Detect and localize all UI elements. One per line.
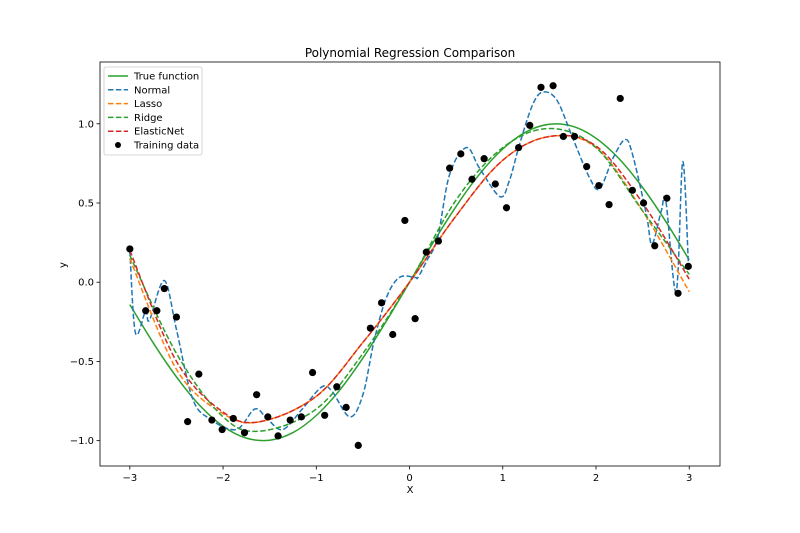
training-data-point [411,315,419,323]
training-data-point [595,181,603,190]
training-data-point [354,441,362,450]
training-data-point [297,413,305,421]
y-tick-label: −0.5 [70,357,94,368]
training-data-point [457,150,465,158]
y-axis: −1.0 −0.5 0.0 0.5 1.0 [70,119,100,447]
training-data-point [628,186,636,194]
legend-swatch-training-data [115,142,121,148]
training-data-point [651,242,659,250]
x-tick-label: 2 [593,473,599,484]
series-line-ridge [129,127,690,433]
x-tick-label: −3 [122,473,137,484]
training-data-point [286,416,294,424]
x-tick-label: 1 [500,473,506,484]
training-data-point [583,162,591,171]
legend-label-elasticnet: ElasticNet [134,127,184,138]
series-line-normal [129,91,690,431]
training-data-point [570,132,579,141]
training-data-point [446,164,454,172]
training-data-point [502,204,511,212]
x-tick-label: −2 [216,473,231,484]
training-data-point [549,82,557,90]
legend-label-training-data: Training data [133,141,199,152]
legend-box [103,66,203,156]
series-line-elasticnet [129,134,690,424]
x-tick-label: 3 [686,473,692,484]
chart-title: Polynomial Regression Comparison [305,46,515,60]
training-data-point [160,284,168,293]
x-axis: −3 −2 −1 0 1 2 3 [122,466,692,484]
x-axis-label: X [407,485,414,496]
y-tick-label: −1.0 [70,436,94,447]
legend-label-normal: Normal [134,85,170,96]
training-data-point [526,121,534,129]
training-data-point [537,83,545,91]
training-data-point [639,199,648,207]
x-tick-label: 0 [406,473,412,484]
y-tick-label: 0.0 [78,278,94,289]
x-tick-label: −1 [309,473,324,484]
training-data-point [366,324,374,332]
training-data-point [153,307,161,315]
training-data-point [274,432,282,440]
training-data-point [401,216,409,225]
training-data-point [616,94,624,103]
series-layer [129,91,690,442]
training-data-point [389,330,397,339]
legend: True function Normal Lasso Ridge ElasticNet T… [103,66,203,156]
plot-frame [99,61,721,467]
training-data-point [468,175,476,183]
training-data-point [377,299,386,307]
training-data-point [126,245,134,253]
training-data-point [321,411,329,419]
training-data-point [229,414,237,423]
y-tick-label: 1.0 [78,119,94,130]
legend-label-ridge: Ridge [134,113,163,124]
y-tick-label: 0.5 [78,199,94,210]
training-data-point [422,248,430,256]
training-data-point [184,418,192,426]
training-data-point [434,237,443,245]
training-data-point [684,262,692,270]
training-data-point [491,180,499,188]
y-axis-label: y [58,262,69,268]
training-data-point [342,403,350,411]
training-data-point [142,307,150,315]
training-data-point [605,200,613,209]
training-data-point [195,370,203,378]
training-data-point [559,132,567,141]
training-data-point [208,416,216,424]
training-data-point [240,429,249,437]
legend-label-true-function: True function [133,72,199,83]
training-data-point [674,289,682,297]
training-data-point [663,194,671,202]
training-data-point [253,391,261,399]
points-layer [126,82,692,450]
training-data-point [308,368,317,377]
training-data-point [480,155,488,163]
training-data-point [333,383,341,391]
training-data-point [172,313,181,321]
training-data-point [218,425,226,434]
training-data-point [264,413,272,421]
training-data-point [515,143,523,152]
legend-label-lasso: Lasso [134,99,162,110]
